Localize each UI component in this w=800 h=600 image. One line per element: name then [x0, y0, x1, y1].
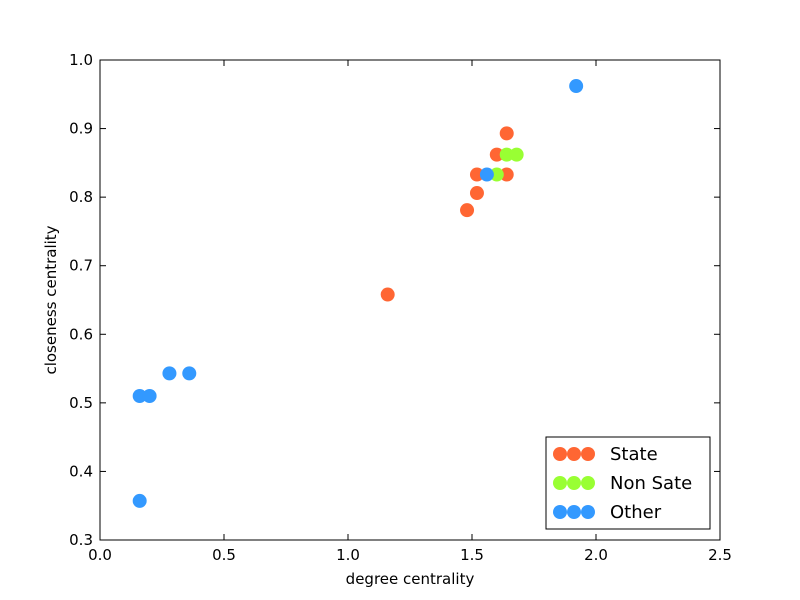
x-tick-label: 1.0: [336, 546, 360, 564]
y-axis-label: closeness centrality: [42, 225, 60, 374]
legend-label-state: State: [610, 444, 658, 465]
point-state: [469, 186, 484, 201]
point-state: [499, 126, 514, 141]
ticks-layer: 0.0 0.5 1.0 1.5 2.0 2.5 0.3 0.4 0.5 0.6 0.7 0.8 0.9 1…: [69, 51, 732, 564]
legend-marker-state: [553, 447, 567, 461]
legend-label-non-sate: Non Sate: [610, 473, 692, 494]
y-tick-label: 0.9: [69, 120, 93, 138]
x-axis-label: degree centrality: [346, 570, 475, 588]
point-other: [479, 167, 494, 182]
x-tick-label: 2.5: [708, 546, 732, 564]
y-tick-label: 0.4: [69, 462, 93, 480]
x-tick-label: 0.0: [88, 546, 112, 564]
y-tick-label: 0.5: [69, 394, 93, 412]
points-layer: [132, 79, 584, 508]
point-state: [489, 147, 504, 162]
legend-marker-non-sate: [553, 476, 567, 490]
legend-marker-other: [567, 505, 581, 519]
point-non-sate: [499, 147, 514, 162]
x-tick-label: 2.0: [584, 546, 608, 564]
legend: State Non Sate Other: [545, 436, 711, 530]
x-tick-label: 0.5: [212, 546, 236, 564]
legend-marker-state: [581, 447, 595, 461]
legend-marker-other: [553, 505, 567, 519]
point-state: [380, 287, 395, 302]
point-non-sate: [509, 147, 524, 162]
point-other: [132, 389, 147, 403]
x-tick-label: 1.5: [460, 546, 484, 564]
point-other: [142, 389, 157, 403]
y-tick-label: 0.7: [69, 257, 93, 275]
point-other: [569, 79, 584, 94]
point-state: [499, 167, 514, 182]
legend-marker-state: [567, 447, 581, 461]
legend-marker-non-sate: [581, 476, 595, 490]
point-other: [132, 493, 147, 508]
legend-label-other: Other: [610, 502, 662, 523]
legend-marker-non-sate: [567, 476, 581, 490]
point-other: [182, 366, 197, 381]
y-tick-label: 1.0: [69, 51, 93, 69]
y-tick-label: 0.8: [69, 188, 93, 206]
point-non-sate: [489, 167, 504, 182]
point-state: [469, 167, 484, 182]
legend-marker-other: [581, 505, 595, 519]
y-tick-label: 0.3: [69, 531, 93, 549]
plot-frame: [99, 59, 721, 541]
point-other: [162, 366, 177, 381]
y-tick-label: 0.6: [69, 325, 93, 343]
point-state: [460, 203, 475, 218]
